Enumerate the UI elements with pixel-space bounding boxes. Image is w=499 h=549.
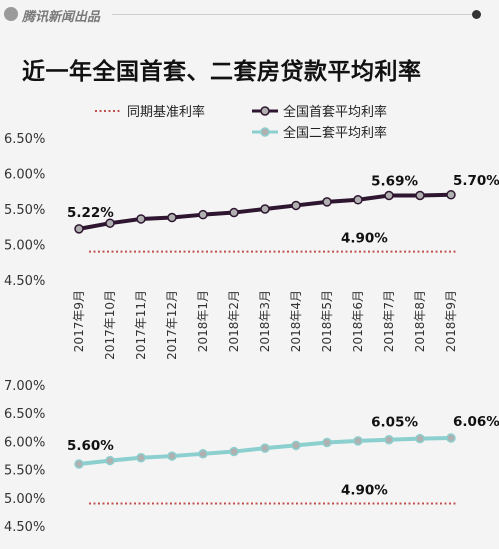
chart-title: 近一年全国首套、二套房贷款平均利率 <box>22 59 422 85</box>
x-axis-category-label: 2018年8月 <box>413 290 427 352</box>
top-baseline-label: 4.90% <box>341 231 388 247</box>
logo-text: 腾讯新闻出品 <box>22 10 101 25</box>
bottom-y-tick-label: 7.00% <box>4 379 45 394</box>
x-axis-category-label: 2017年10月 <box>103 290 117 360</box>
bottom-data-point <box>260 443 270 453</box>
x-axis-category-label: 2018年7月 <box>382 290 396 352</box>
top-data-point <box>446 190 456 200</box>
bottom-y-tick-label: 4.50% <box>4 520 45 535</box>
header-rule <box>112 14 472 15</box>
top-data-point <box>136 214 146 224</box>
bottom-data-point <box>198 449 208 459</box>
top-data-label: 5.70% <box>453 173 499 189</box>
x-axis-category-label: 2018年9月 <box>444 290 458 352</box>
top-data-label: 5.69% <box>371 174 418 190</box>
x-axis-category-label: 2018年2月 <box>227 290 241 352</box>
x-axis-category-label: 2018年6月 <box>351 290 365 352</box>
bottom-data-point <box>415 433 425 444</box>
legend-second-home-label: 全国二套平均利率 <box>283 125 387 141</box>
top-data-point <box>74 224 84 234</box>
top-y-tick-label: 4.50% <box>4 274 45 289</box>
bottom-y-tick-label: 6.00% <box>4 435 45 450</box>
top-data-point <box>384 190 394 201</box>
top-data-point <box>105 218 115 228</box>
x-axis-category-label: 2017年12月 <box>165 290 179 360</box>
bottom-data-point <box>167 451 177 461</box>
bottom-data-point <box>384 434 394 445</box>
x-axis-category-label: 2017年11月 <box>134 290 148 360</box>
top-data-point <box>353 195 363 205</box>
top-data-label: 5.22% <box>67 205 114 221</box>
top-y-tick-label: 5.00% <box>4 239 45 254</box>
legend-first-home-marker <box>260 106 270 116</box>
logo-bar: 腾讯新闻出品 <box>0 0 499 30</box>
bottom-data-point <box>353 436 363 446</box>
top-data-point <box>167 212 177 223</box>
top-y-tick-label: 6.50% <box>4 132 45 147</box>
header-dot <box>472 10 481 19</box>
legend-second-home-marker <box>260 127 270 137</box>
bottom-data-point <box>446 433 456 443</box>
legend-first-home-label: 全国首套平均利率 <box>283 104 387 120</box>
bottom-data-point <box>322 437 332 448</box>
bottom-y-tick-label: 6.50% <box>4 407 45 422</box>
bottom-data-label: 6.06% <box>453 414 499 430</box>
bottom-data-point <box>229 446 239 457</box>
top-data-point <box>322 197 332 207</box>
bottom-baseline-label: 4.90% <box>341 482 388 498</box>
bottom-data-point <box>74 459 84 469</box>
top-data-point <box>260 204 270 214</box>
tencent-logo-icon <box>4 7 18 21</box>
x-axis-category-label: 2018年4月 <box>289 290 303 352</box>
top-y-tick-label: 6.00% <box>4 168 45 183</box>
top-data-point <box>415 190 425 201</box>
top-data-point <box>229 207 239 218</box>
x-axis-category-label: 2017年9月 <box>72 290 86 352</box>
bottom-y-tick-label: 5.50% <box>4 464 45 479</box>
top-data-point <box>198 209 208 220</box>
bottom-y-tick-label: 5.00% <box>4 492 45 507</box>
bottom-data-point <box>105 455 115 466</box>
bottom-data-point <box>291 440 301 451</box>
x-axis-category-label: 2018年3月 <box>258 290 272 352</box>
bottom-data-point <box>136 453 146 463</box>
bottom-data-label: 5.60% <box>67 438 114 454</box>
legend-baseline-label: 同期基准利率 <box>127 104 205 120</box>
x-axis-category-label: 2018年5月 <box>320 290 334 352</box>
top-y-tick-label: 5.50% <box>4 203 45 218</box>
top-data-point <box>291 200 301 211</box>
x-axis-category-label: 2018年1月 <box>196 290 210 352</box>
bottom-data-label: 6.05% <box>371 415 418 431</box>
